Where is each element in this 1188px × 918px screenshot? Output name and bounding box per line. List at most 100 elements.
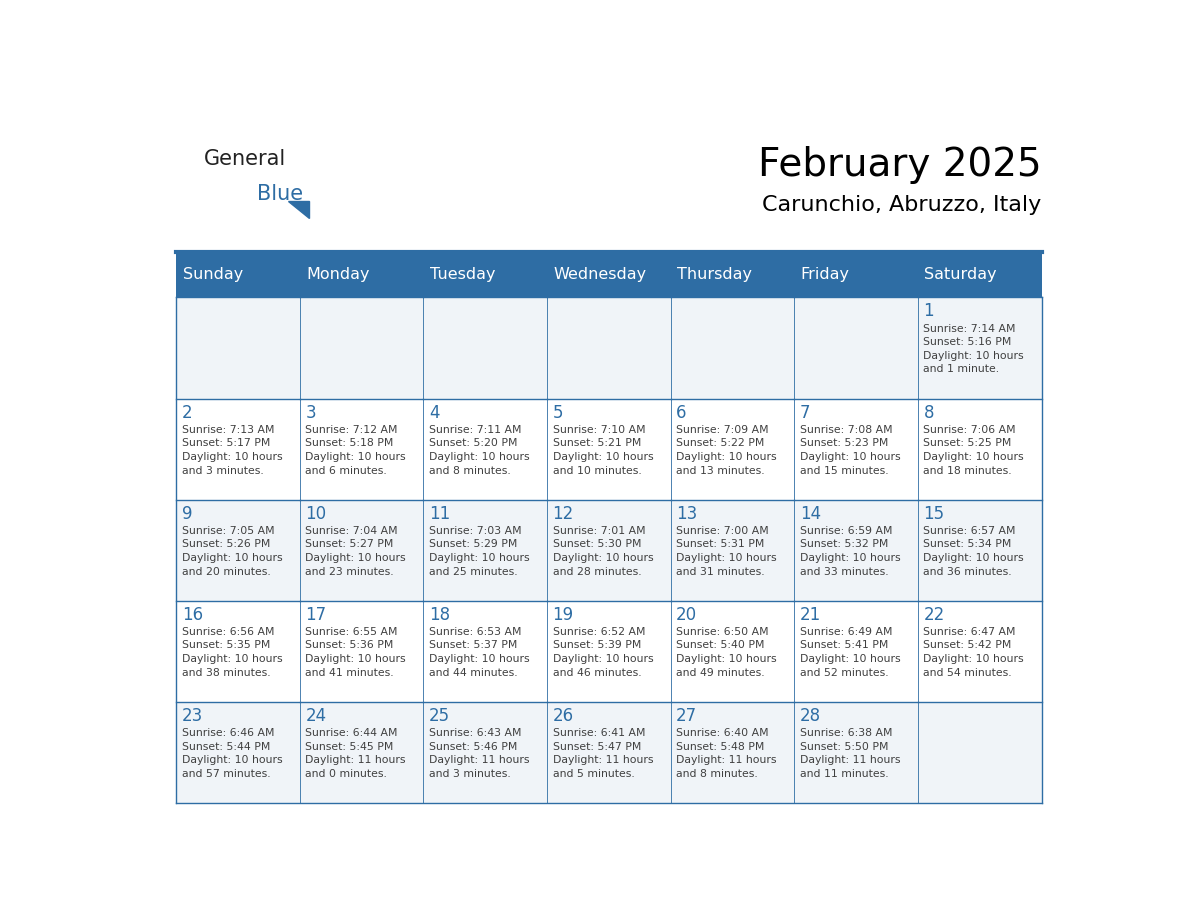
Bar — [795, 600, 918, 701]
Text: Blue: Blue — [257, 185, 303, 205]
Text: 7: 7 — [800, 404, 810, 421]
Bar — [918, 701, 1042, 803]
Text: 23: 23 — [182, 707, 203, 724]
Text: 13: 13 — [676, 505, 697, 522]
Text: 24: 24 — [305, 707, 327, 724]
Text: Saturday: Saturday — [924, 267, 997, 282]
Text: 16: 16 — [182, 606, 203, 623]
Bar — [423, 701, 546, 803]
Bar — [671, 499, 795, 600]
Bar — [795, 701, 918, 803]
Text: 15: 15 — [923, 505, 944, 522]
Text: 21: 21 — [800, 606, 821, 623]
Text: 9: 9 — [182, 505, 192, 522]
Bar — [546, 297, 671, 398]
Text: Sunrise: 7:06 AM
Sunset: 5:25 PM
Daylight: 10 hours
and 18 minutes.: Sunrise: 7:06 AM Sunset: 5:25 PM Dayligh… — [923, 425, 1024, 476]
Text: Sunrise: 7:13 AM
Sunset: 5:17 PM
Daylight: 10 hours
and 3 minutes.: Sunrise: 7:13 AM Sunset: 5:17 PM Dayligh… — [182, 425, 283, 476]
Text: Monday: Monday — [307, 267, 369, 282]
Bar — [299, 398, 423, 499]
Text: 4: 4 — [429, 404, 440, 421]
Bar — [546, 398, 671, 499]
Bar — [176, 701, 299, 803]
Text: 3: 3 — [305, 404, 316, 421]
Text: 19: 19 — [552, 606, 574, 623]
Text: 17: 17 — [305, 606, 327, 623]
Bar — [918, 600, 1042, 701]
Text: Sunrise: 6:41 AM
Sunset: 5:47 PM
Daylight: 11 hours
and 5 minutes.: Sunrise: 6:41 AM Sunset: 5:47 PM Dayligh… — [552, 728, 653, 778]
Bar — [423, 398, 546, 499]
Text: Wednesday: Wednesday — [554, 267, 646, 282]
Text: Sunrise: 7:00 AM
Sunset: 5:31 PM
Daylight: 10 hours
and 31 minutes.: Sunrise: 7:00 AM Sunset: 5:31 PM Dayligh… — [676, 526, 777, 577]
Text: 11: 11 — [429, 505, 450, 522]
Text: General: General — [204, 149, 286, 169]
Bar — [918, 297, 1042, 398]
Text: Sunday: Sunday — [183, 267, 242, 282]
Text: Sunrise: 7:04 AM
Sunset: 5:27 PM
Daylight: 10 hours
and 23 minutes.: Sunrise: 7:04 AM Sunset: 5:27 PM Dayligh… — [305, 526, 406, 577]
Text: 14: 14 — [800, 505, 821, 522]
Text: Tuesday: Tuesday — [430, 267, 495, 282]
Text: Sunrise: 7:03 AM
Sunset: 5:29 PM
Daylight: 10 hours
and 25 minutes.: Sunrise: 7:03 AM Sunset: 5:29 PM Dayligh… — [429, 526, 530, 577]
Bar — [671, 600, 795, 701]
Bar — [546, 600, 671, 701]
Text: Sunrise: 7:14 AM
Sunset: 5:16 PM
Daylight: 10 hours
and 1 minute.: Sunrise: 7:14 AM Sunset: 5:16 PM Dayligh… — [923, 324, 1024, 375]
Bar — [299, 499, 423, 600]
Text: Sunrise: 6:55 AM
Sunset: 5:36 PM
Daylight: 10 hours
and 41 minutes.: Sunrise: 6:55 AM Sunset: 5:36 PM Dayligh… — [305, 627, 406, 677]
Text: 22: 22 — [923, 606, 944, 623]
Text: Sunrise: 6:40 AM
Sunset: 5:48 PM
Daylight: 11 hours
and 8 minutes.: Sunrise: 6:40 AM Sunset: 5:48 PM Dayligh… — [676, 728, 777, 778]
Text: Carunchio, Abruzzo, Italy: Carunchio, Abruzzo, Italy — [763, 195, 1042, 215]
Bar — [299, 701, 423, 803]
Bar — [176, 252, 1042, 297]
Text: Thursday: Thursday — [677, 267, 752, 282]
Text: February 2025: February 2025 — [758, 145, 1042, 184]
Bar — [299, 600, 423, 701]
Text: 18: 18 — [429, 606, 450, 623]
Text: Sunrise: 6:38 AM
Sunset: 5:50 PM
Daylight: 11 hours
and 11 minutes.: Sunrise: 6:38 AM Sunset: 5:50 PM Dayligh… — [800, 728, 901, 778]
Bar — [671, 297, 795, 398]
Text: 2: 2 — [182, 404, 192, 421]
Text: 26: 26 — [552, 707, 574, 724]
Text: Sunrise: 6:47 AM
Sunset: 5:42 PM
Daylight: 10 hours
and 54 minutes.: Sunrise: 6:47 AM Sunset: 5:42 PM Dayligh… — [923, 627, 1024, 677]
Text: Sunrise: 6:57 AM
Sunset: 5:34 PM
Daylight: 10 hours
and 36 minutes.: Sunrise: 6:57 AM Sunset: 5:34 PM Dayligh… — [923, 526, 1024, 577]
Bar — [918, 398, 1042, 499]
Text: 8: 8 — [923, 404, 934, 421]
Text: Sunrise: 7:11 AM
Sunset: 5:20 PM
Daylight: 10 hours
and 8 minutes.: Sunrise: 7:11 AM Sunset: 5:20 PM Dayligh… — [429, 425, 530, 476]
Bar — [176, 600, 299, 701]
Text: Sunrise: 7:08 AM
Sunset: 5:23 PM
Daylight: 10 hours
and 15 minutes.: Sunrise: 7:08 AM Sunset: 5:23 PM Dayligh… — [800, 425, 901, 476]
Text: Friday: Friday — [801, 267, 849, 282]
Bar — [795, 297, 918, 398]
Bar — [423, 600, 546, 701]
Bar — [546, 701, 671, 803]
Text: Sunrise: 6:43 AM
Sunset: 5:46 PM
Daylight: 11 hours
and 3 minutes.: Sunrise: 6:43 AM Sunset: 5:46 PM Dayligh… — [429, 728, 530, 778]
Text: Sunrise: 7:10 AM
Sunset: 5:21 PM
Daylight: 10 hours
and 10 minutes.: Sunrise: 7:10 AM Sunset: 5:21 PM Dayligh… — [552, 425, 653, 476]
Text: Sunrise: 6:50 AM
Sunset: 5:40 PM
Daylight: 10 hours
and 49 minutes.: Sunrise: 6:50 AM Sunset: 5:40 PM Dayligh… — [676, 627, 777, 677]
Text: 1: 1 — [923, 302, 934, 320]
Text: 25: 25 — [429, 707, 450, 724]
Bar — [546, 499, 671, 600]
Text: 5: 5 — [552, 404, 563, 421]
Text: Sunrise: 7:01 AM
Sunset: 5:30 PM
Daylight: 10 hours
and 28 minutes.: Sunrise: 7:01 AM Sunset: 5:30 PM Dayligh… — [552, 526, 653, 577]
Text: 28: 28 — [800, 707, 821, 724]
Text: 27: 27 — [676, 707, 697, 724]
Text: Sunrise: 6:52 AM
Sunset: 5:39 PM
Daylight: 10 hours
and 46 minutes.: Sunrise: 6:52 AM Sunset: 5:39 PM Dayligh… — [552, 627, 653, 677]
Polygon shape — [289, 201, 309, 218]
Text: Sunrise: 6:56 AM
Sunset: 5:35 PM
Daylight: 10 hours
and 38 minutes.: Sunrise: 6:56 AM Sunset: 5:35 PM Dayligh… — [182, 627, 283, 677]
Text: 20: 20 — [676, 606, 697, 623]
Text: Sunrise: 7:09 AM
Sunset: 5:22 PM
Daylight: 10 hours
and 13 minutes.: Sunrise: 7:09 AM Sunset: 5:22 PM Dayligh… — [676, 425, 777, 476]
Bar — [795, 398, 918, 499]
Bar — [176, 297, 299, 398]
Text: 10: 10 — [305, 505, 327, 522]
Text: Sunrise: 6:44 AM
Sunset: 5:45 PM
Daylight: 11 hours
and 0 minutes.: Sunrise: 6:44 AM Sunset: 5:45 PM Dayligh… — [305, 728, 406, 778]
Bar — [176, 499, 299, 600]
Bar — [176, 398, 299, 499]
Bar — [918, 499, 1042, 600]
Text: Sunrise: 6:46 AM
Sunset: 5:44 PM
Daylight: 10 hours
and 57 minutes.: Sunrise: 6:46 AM Sunset: 5:44 PM Dayligh… — [182, 728, 283, 778]
Bar — [423, 499, 546, 600]
Text: Sunrise: 6:59 AM
Sunset: 5:32 PM
Daylight: 10 hours
and 33 minutes.: Sunrise: 6:59 AM Sunset: 5:32 PM Dayligh… — [800, 526, 901, 577]
Text: Sunrise: 7:05 AM
Sunset: 5:26 PM
Daylight: 10 hours
and 20 minutes.: Sunrise: 7:05 AM Sunset: 5:26 PM Dayligh… — [182, 526, 283, 577]
Text: Sunrise: 7:12 AM
Sunset: 5:18 PM
Daylight: 10 hours
and 6 minutes.: Sunrise: 7:12 AM Sunset: 5:18 PM Dayligh… — [305, 425, 406, 476]
Bar — [299, 297, 423, 398]
Text: 12: 12 — [552, 505, 574, 522]
Text: Sunrise: 6:53 AM
Sunset: 5:37 PM
Daylight: 10 hours
and 44 minutes.: Sunrise: 6:53 AM Sunset: 5:37 PM Dayligh… — [429, 627, 530, 677]
Bar — [423, 297, 546, 398]
Text: Sunrise: 6:49 AM
Sunset: 5:41 PM
Daylight: 10 hours
and 52 minutes.: Sunrise: 6:49 AM Sunset: 5:41 PM Dayligh… — [800, 627, 901, 677]
